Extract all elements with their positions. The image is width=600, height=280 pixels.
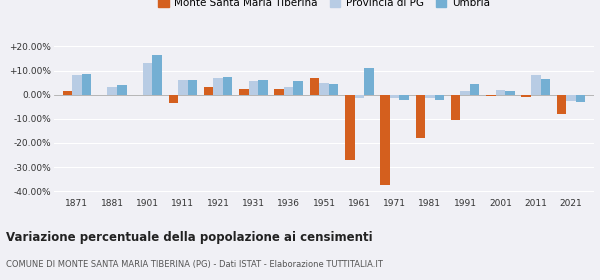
Bar xyxy=(274,89,284,95)
Bar xyxy=(451,95,460,120)
Bar xyxy=(248,81,258,95)
Bar xyxy=(486,95,496,96)
Bar xyxy=(566,95,576,101)
Bar xyxy=(400,95,409,99)
Bar xyxy=(531,75,541,95)
Bar xyxy=(107,87,117,95)
Bar xyxy=(380,95,390,185)
Bar xyxy=(425,95,434,98)
Bar xyxy=(204,87,214,95)
Bar xyxy=(178,80,188,95)
Legend: Monte Santa Maria Tiberina, Provincia di PG, Umbria: Monte Santa Maria Tiberina, Provincia di… xyxy=(154,0,494,13)
Bar xyxy=(390,95,400,98)
Bar xyxy=(470,84,479,95)
Bar xyxy=(319,83,329,95)
Bar xyxy=(541,79,550,95)
Bar xyxy=(496,90,505,95)
Bar xyxy=(345,95,355,160)
Bar xyxy=(355,95,364,98)
Bar xyxy=(505,91,515,95)
Bar xyxy=(576,95,586,102)
Bar xyxy=(223,77,232,95)
Bar xyxy=(188,80,197,95)
Bar xyxy=(460,91,470,95)
Bar xyxy=(239,89,248,95)
Bar xyxy=(521,95,531,97)
Bar xyxy=(214,78,223,95)
Text: COMUNE DI MONTE SANTA MARIA TIBERINA (PG) - Dati ISTAT - Elaborazione TUTTITALIA: COMUNE DI MONTE SANTA MARIA TIBERINA (PG… xyxy=(6,260,383,269)
Bar xyxy=(169,95,178,103)
Bar xyxy=(416,95,425,138)
Bar xyxy=(364,68,374,95)
Bar xyxy=(72,75,82,95)
Bar xyxy=(284,87,293,95)
Bar xyxy=(557,95,566,114)
Bar xyxy=(434,95,444,99)
Bar xyxy=(310,78,319,95)
Bar xyxy=(143,63,152,95)
Bar xyxy=(62,91,72,95)
Bar xyxy=(329,84,338,95)
Bar xyxy=(117,85,127,95)
Bar xyxy=(258,80,268,95)
Bar xyxy=(152,55,162,95)
Bar xyxy=(293,81,303,95)
Text: Variazione percentuale della popolazione ai censimenti: Variazione percentuale della popolazione… xyxy=(6,231,373,244)
Bar xyxy=(82,74,91,95)
